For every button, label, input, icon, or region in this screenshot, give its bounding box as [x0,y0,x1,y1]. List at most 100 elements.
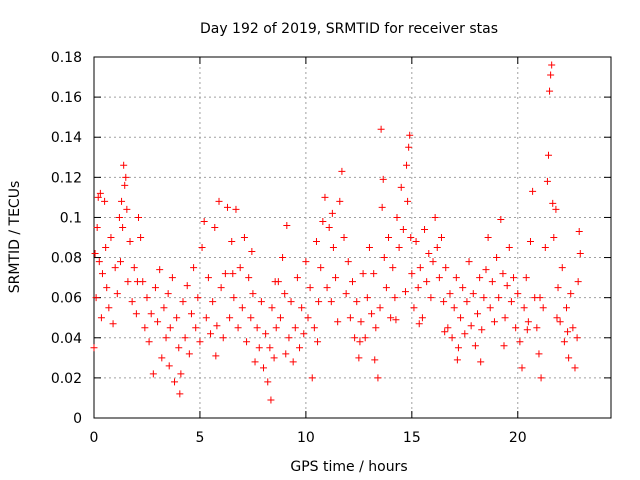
data-point [433,244,441,252]
data-point [357,318,365,326]
data-point [92,294,100,302]
data-point [448,334,456,342]
data-point [187,310,195,318]
data-point [359,270,367,278]
data-point [387,314,395,322]
data-point [98,270,106,278]
data-point [397,183,405,191]
data-point [162,334,170,342]
data-point [134,213,142,221]
data-point [503,282,511,290]
data-point [378,203,386,211]
data-point [573,334,581,342]
data-point [446,290,454,298]
data-point [97,314,105,322]
data-point [118,197,126,205]
y-tick-label: 0.08 [51,251,82,267]
data-point [547,71,555,79]
data-point [115,213,123,221]
data-point [262,330,270,338]
data-point [374,374,382,382]
data-point [574,278,582,286]
data-point [327,298,335,306]
data-point [401,288,409,296]
data-point [247,314,255,322]
data-point [173,314,181,322]
data-point [522,274,530,282]
y-tick-label: 0.06 [51,291,82,307]
data-point [245,274,253,282]
data-point [211,223,219,231]
data-point [526,238,534,246]
data-point [149,370,157,378]
data-point [441,328,449,336]
data-point [516,338,524,346]
data-point [403,161,411,169]
data-point [385,234,393,241]
data-point [549,199,557,207]
data-point [550,234,558,241]
data-point [96,189,104,197]
data-point [166,324,174,332]
data-point [435,274,443,282]
y-tick-label: 0.1 [60,210,82,226]
data-point [243,338,251,346]
data-point [323,284,331,292]
data-point [356,338,364,346]
data-point [249,290,257,298]
data-point [431,213,439,221]
data-point [107,234,115,241]
data-point [179,298,187,306]
data-point [312,238,320,246]
data-point [266,344,274,352]
data-point [126,238,134,246]
data-point [209,298,217,306]
data-point [408,270,416,278]
data-point [524,318,532,326]
data-point [533,324,541,332]
data-point [230,294,238,302]
data-point [463,298,471,306]
data-point [196,338,204,346]
data-point [440,298,448,306]
data-point [553,314,561,322]
data-point [156,266,164,274]
x-tick-label: 15 [403,430,421,446]
data-point [363,294,371,302]
data-point [501,314,509,322]
data-point [329,244,337,252]
data-point [425,250,433,258]
data-point [344,258,352,266]
data-point [279,254,287,262]
data-point [141,324,149,332]
data-point [217,284,225,292]
data-point [116,258,124,266]
x-tick-label: 5 [195,430,204,446]
data-point [123,205,131,213]
data-point [232,205,240,213]
data-point [377,125,385,133]
data-point [122,173,130,181]
data-point [370,270,378,278]
data-point [314,338,322,346]
data-point [240,234,248,241]
data-point [325,223,333,231]
data-point [287,298,295,306]
data-point [518,364,526,372]
data-point [238,304,246,312]
data-point [171,378,179,386]
data-point [544,151,552,159]
data-point [181,334,189,342]
data-point [471,342,479,350]
data-point [113,290,121,298]
data-point [338,167,346,175]
data-point [376,304,384,312]
data-point [248,248,256,256]
data-point [556,318,564,326]
data-point [535,350,543,358]
data-point [332,274,340,282]
data-point [467,322,475,330]
data-point [415,320,423,328]
data-point [560,338,568,346]
